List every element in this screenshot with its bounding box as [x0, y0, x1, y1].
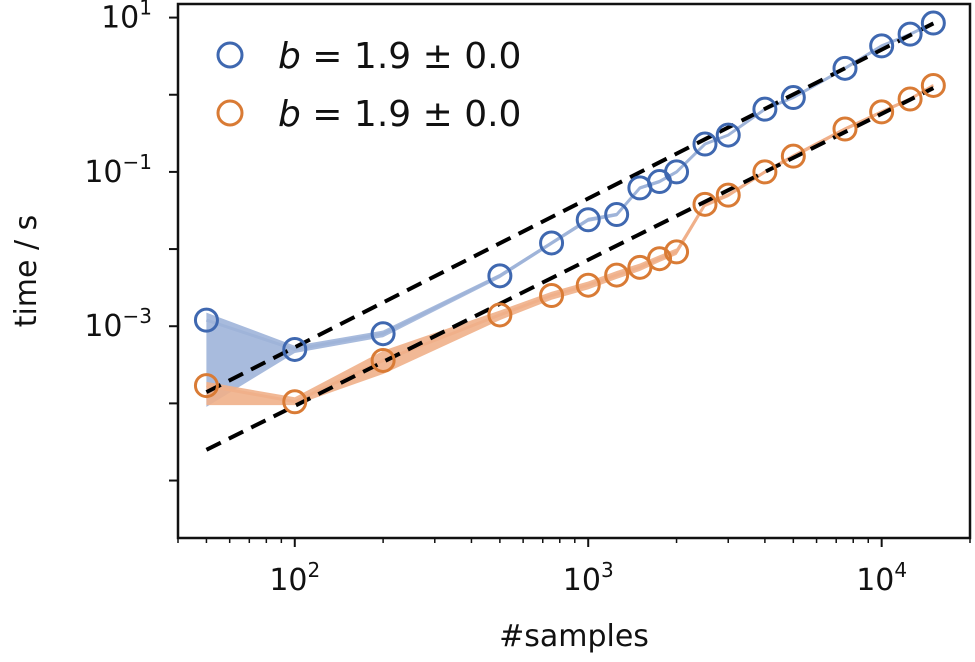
y-axis: 10−3 10−1 101 [84, 0, 178, 482]
y-tick-label: 10−1 [84, 150, 152, 190]
series-lines [205, 21, 935, 404]
legend-marker-1 [216, 99, 244, 127]
series-1-point [692, 191, 718, 217]
series-1-line [206, 84, 935, 404]
series-1-point [539, 283, 565, 309]
series-0-point [692, 131, 718, 157]
series-1-point [193, 373, 219, 399]
series-1-point [897, 86, 923, 112]
data-markers [193, 10, 946, 415]
legend-label-1: b = 1.9 ± 0.0 [278, 94, 521, 135]
series-0-point [604, 202, 630, 228]
x-tick-label: 103 [563, 558, 614, 598]
y-axis-label: time / s [9, 215, 44, 328]
series-1-point [832, 116, 858, 142]
series-0-point [897, 21, 923, 47]
series-1-point [282, 389, 308, 415]
series-1-point [370, 347, 396, 373]
series-0-point [370, 321, 396, 347]
series-1-point [575, 272, 601, 298]
series-0-point [575, 207, 601, 233]
y-tick-label: 10−3 [84, 304, 152, 344]
series-1-point [752, 159, 778, 185]
legend: b = 1.9 ± 0.0 b = 1.9 ± 0.0 [216, 36, 521, 135]
series-0-point [539, 230, 565, 256]
series-0-point [664, 159, 690, 185]
series-1-point [715, 182, 741, 208]
x-axis-label: #samples [499, 619, 649, 654]
series-0-point [832, 55, 858, 81]
fit-lines [205, 21, 935, 452]
series-1-fit-line [205, 86, 935, 452]
legend-marker-0 [216, 41, 244, 69]
series-0-point [715, 122, 741, 148]
series-1-point [869, 99, 895, 125]
series-1-point [664, 239, 690, 265]
series-0-point [487, 263, 513, 289]
x-tick-label: 104 [856, 558, 907, 598]
series-0-fit-line [205, 21, 935, 394]
series-0-point [752, 96, 778, 122]
series-0-point [920, 10, 946, 36]
x-tick-label: 102 [269, 558, 320, 598]
series-0-point [780, 85, 806, 111]
series-0-point [869, 33, 895, 59]
series-1-point [920, 72, 946, 98]
legend-label-0: b = 1.9 ± 0.0 [278, 36, 521, 77]
plot-frame [176, 2, 972, 540]
x-axis: 102 103 104 [177, 538, 971, 598]
series-0-point [282, 336, 308, 362]
series-1-point [780, 143, 806, 169]
series-0-point [193, 307, 219, 333]
y-tick-label: 101 [101, 0, 152, 36]
series-1-point [487, 302, 513, 328]
series-1-point [604, 262, 630, 288]
series-1-point [647, 246, 673, 272]
